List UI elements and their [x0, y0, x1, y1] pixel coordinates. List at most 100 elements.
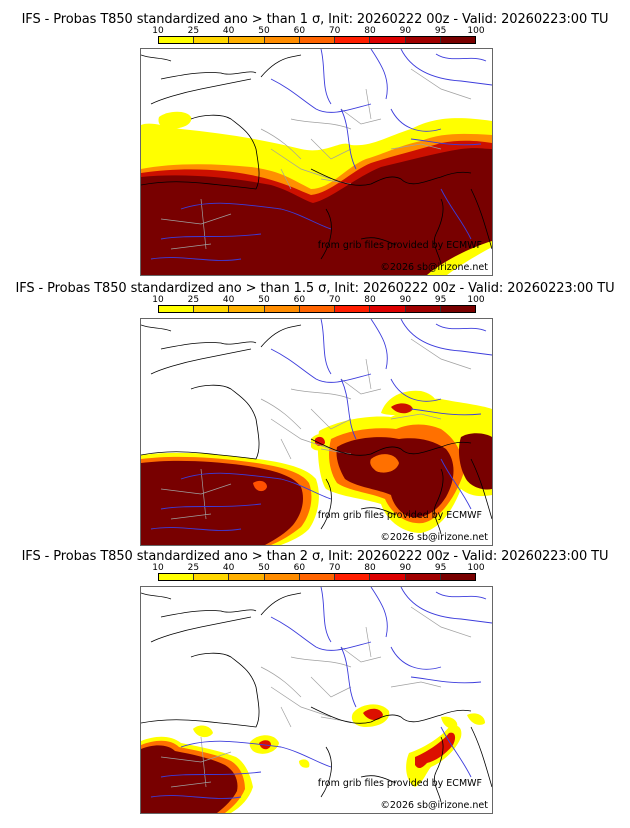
colorbar-bin: [194, 37, 230, 43]
field-yellow-blob: [158, 111, 192, 129]
probability-map: from grib files provided by ECMWF ©2026 …: [140, 318, 493, 546]
colorbar-tick-label: 40: [222, 26, 235, 36]
copyright-credit: ©2026 sb@irizone.net: [380, 800, 488, 811]
colorbar-bin: [440, 306, 475, 312]
colorbar-labels: 10 25 40 50 60 70 80 90 95 100: [152, 26, 484, 36]
colorbar-bin: [370, 574, 406, 580]
colorbar-bin: [370, 306, 406, 312]
colorbar-tick-label: 90: [399, 295, 412, 305]
colorbar-bin: [440, 574, 475, 580]
colorbar-bin: [264, 574, 300, 580]
colorbar-bin: [229, 306, 265, 312]
colorbar-tick-label: 80: [364, 295, 376, 305]
colorbar-tick-label: 100: [467, 563, 485, 573]
colorbar-bin: [299, 37, 336, 43]
colorbar-bin: [159, 574, 195, 580]
colorbar-bin: [405, 37, 441, 43]
borders: [160, 338, 472, 520]
colorbar-tick-label: 10: [152, 26, 164, 36]
colorbar: [158, 36, 476, 44]
colorbar-tick-label: 10: [152, 563, 164, 573]
field-red-ne: [363, 708, 383, 720]
colorbar-tick-label: 90: [399, 563, 412, 573]
colorbar-bin: [159, 37, 195, 43]
map-svg: [141, 319, 492, 545]
colorbar-bin: [335, 574, 371, 580]
borders: [160, 68, 472, 250]
source-credit: from grib files provided by ECMWF: [317, 778, 482, 789]
colorbar-tick-label: 50: [258, 295, 270, 305]
borders: [160, 606, 472, 788]
colorbar-tick-label: 80: [364, 563, 376, 573]
field-darkred-e: [458, 433, 492, 490]
colorbar-tick-label: 100: [467, 295, 485, 305]
field-yellow-coast: [299, 759, 310, 768]
colorbar-tick-label: 25: [187, 563, 200, 573]
colorbar-bin: [335, 306, 371, 312]
field-darkred-se: [336, 437, 454, 518]
colorbar-bin: [299, 306, 336, 312]
coastlines: [141, 592, 492, 803]
colorbar-tick-label: 40: [222, 563, 235, 573]
colorbar-bin: [299, 574, 336, 580]
colorbar-tick-label: 95: [434, 563, 447, 573]
field-red-mid: [315, 436, 325, 446]
colorbar-bin: [440, 37, 475, 43]
colorbar-labels: 10 25 40 50 60 70 80 90 95 100: [152, 295, 484, 305]
colorbar-tick-label: 100: [467, 26, 485, 36]
colorbar: [158, 305, 476, 313]
field-yellow-blob-1: [193, 725, 213, 738]
colorbar-bin: [264, 306, 300, 312]
colorbar-tick-label: 60: [293, 295, 306, 305]
field-orange-center: [370, 454, 399, 473]
map-svg: [141, 49, 492, 275]
probability-field: [141, 390, 492, 545]
field-yellow-e: [441, 716, 458, 729]
field-red-corsica: [415, 732, 456, 769]
colorbar-labels: 10 25 40 50 60 70 80 90 95 100: [152, 563, 484, 573]
colorbar-bin: [229, 574, 265, 580]
rivers: [150, 587, 492, 799]
colorbar-tick-label: 25: [187, 295, 200, 305]
colorbar-tick-label: 90: [399, 26, 412, 36]
coastlines: [141, 54, 492, 265]
colorbar-tick-label: 95: [434, 26, 447, 36]
panel-2: IFS - Probas T850 standardized ano > tha…: [0, 281, 630, 551]
colorbar-tick-label: 70: [328, 563, 341, 573]
panel-title: IFS - Probas T850 standardized ano > tha…: [21, 12, 609, 27]
colorbar-tick-label: 70: [328, 295, 341, 305]
colorbar-bin: [194, 306, 230, 312]
copyright-credit: ©2026 sb@irizone.net: [380, 532, 488, 543]
panel-title: IFS - Probas T850 standardized ano > tha…: [15, 281, 615, 296]
colorbar-bin: [405, 574, 441, 580]
colorbar-bin: [159, 306, 195, 312]
field-red-top: [391, 403, 413, 414]
colorbar-tick-label: 70: [328, 26, 341, 36]
source-credit: from grib files provided by ECMWF: [317, 240, 482, 251]
probability-map: from grib files provided by ECMWF ©2026 …: [140, 586, 493, 814]
colorbar-tick-label: 60: [293, 563, 306, 573]
source-credit: from grib files provided by ECMWF: [317, 510, 482, 521]
colorbar-bin: [335, 37, 371, 43]
rivers: [150, 319, 492, 531]
copyright-credit: ©2026 sb@irizone.net: [380, 262, 488, 273]
colorbar-bin: [370, 37, 406, 43]
probability-map: from grib files provided by ECMWF ©2026 …: [140, 48, 493, 276]
field-darkred: [141, 148, 492, 275]
colorbar-bin: [229, 37, 265, 43]
field-yellow-se: [427, 241, 492, 275]
colorbar-tick-label: 10: [152, 295, 164, 305]
colorbar-tick-label: 50: [258, 563, 270, 573]
panel-3: IFS - Probas T850 standardized ano > tha…: [0, 549, 630, 819]
panel-title: IFS - Probas T850 standardized ano > tha…: [21, 549, 609, 564]
colorbar-bin: [264, 37, 300, 43]
field-yellow-edge: [141, 127, 155, 157]
panel-1: IFS - Probas T850 standardized ano > tha…: [0, 12, 630, 282]
colorbar-tick-label: 80: [364, 26, 376, 36]
colorbar: [158, 573, 476, 581]
colorbar-bin: [405, 306, 441, 312]
field-spot-sw: [253, 480, 267, 492]
field-yellow-far-e: [467, 713, 485, 725]
rivers: [150, 49, 492, 261]
colorbar-tick-label: 40: [222, 295, 235, 305]
